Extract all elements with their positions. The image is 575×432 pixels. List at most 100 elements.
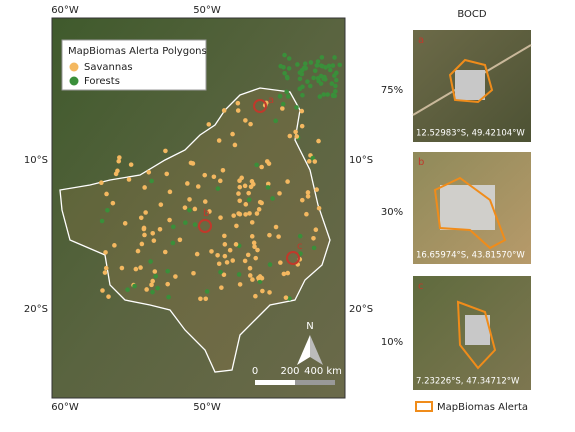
polygon-dots bbox=[99, 52, 343, 302]
polygon-dot bbox=[117, 155, 122, 160]
polygon-dot bbox=[192, 222, 198, 227]
polygon-dot bbox=[233, 242, 239, 247]
polygon-dot bbox=[195, 184, 201, 189]
polygon-dot bbox=[246, 190, 251, 196]
polygon-dot bbox=[236, 211, 241, 216]
polygon-dot bbox=[215, 253, 220, 258]
polygon-dot bbox=[211, 174, 217, 180]
polygon-dot bbox=[254, 162, 259, 168]
inset-letter: b bbox=[418, 157, 424, 168]
polygon-dot bbox=[110, 200, 116, 206]
polygon-dot bbox=[237, 198, 243, 204]
polygon-dot bbox=[165, 281, 170, 287]
polygon-dot bbox=[106, 294, 111, 299]
polygon-dot bbox=[191, 270, 196, 276]
polygon-dot bbox=[253, 293, 258, 299]
polygon-dot bbox=[243, 118, 248, 123]
polygon-dot bbox=[304, 211, 309, 217]
north-arrow-right bbox=[310, 335, 323, 365]
polygon-dot bbox=[202, 199, 208, 204]
inset-b: b 16.65974°S, 43.81570°W 30% bbox=[381, 152, 531, 264]
detected-pixels bbox=[440, 185, 495, 230]
polygon-dot bbox=[278, 63, 283, 69]
polygon-dot bbox=[257, 279, 263, 284]
right-tick: 20°S bbox=[349, 304, 373, 315]
inset-title: BOCD bbox=[457, 9, 487, 20]
polygon-dot bbox=[237, 282, 243, 287]
detected-pixels bbox=[455, 70, 485, 100]
polygon-dot bbox=[312, 68, 318, 74]
polygon-dot bbox=[332, 55, 337, 60]
polygon-dot bbox=[327, 67, 333, 73]
polygon-dot bbox=[198, 296, 203, 302]
polygon-dot bbox=[235, 100, 241, 106]
polygon-dot bbox=[112, 243, 117, 248]
polygon-dot bbox=[315, 59, 321, 64]
polygon-dot bbox=[227, 247, 233, 253]
polygon-dot bbox=[260, 288, 265, 294]
polygon-dot bbox=[264, 159, 270, 164]
inset-coords: 12.52983°S, 49.42104°W bbox=[416, 129, 525, 139]
polygon-dot bbox=[103, 265, 109, 271]
polygon-dot bbox=[133, 266, 139, 272]
polygon-dot bbox=[119, 265, 125, 271]
polygon-dot bbox=[280, 106, 285, 111]
alert-polygon bbox=[456, 300, 497, 370]
polygon-dot bbox=[152, 269, 158, 274]
polygon-dot bbox=[282, 71, 287, 76]
inset-c: c 7.23226°S, 47.34712°W 10% bbox=[381, 276, 531, 390]
polygon-dot bbox=[209, 249, 214, 254]
inset-letter: c bbox=[418, 281, 424, 292]
polygon-dot bbox=[224, 260, 230, 265]
polygon-dot bbox=[333, 89, 338, 94]
polygon-dot bbox=[143, 210, 148, 215]
polygon-dot bbox=[329, 81, 335, 86]
polygon-dot bbox=[316, 138, 321, 144]
scale-segment bbox=[295, 380, 335, 385]
polygon-dot bbox=[218, 215, 223, 220]
polygon-dot bbox=[325, 92, 330, 97]
polygon-dot bbox=[297, 233, 303, 239]
inset-legend-label: MapBiomas Alerta bbox=[437, 402, 528, 413]
polygon-dot bbox=[246, 197, 252, 202]
polygon-dot bbox=[187, 207, 192, 213]
polygon-dot bbox=[256, 275, 261, 281]
polygon-dot bbox=[236, 272, 242, 277]
polygon-dot bbox=[237, 178, 242, 184]
polygon-dot bbox=[138, 215, 144, 221]
inset-a: a 12.52983°S, 49.42104°W 75% bbox=[381, 30, 532, 142]
polygon-dot bbox=[230, 258, 236, 263]
polygon-dot bbox=[166, 294, 171, 300]
polygon-dot bbox=[294, 134, 300, 139]
polygon-dot bbox=[122, 221, 128, 226]
polygon-dot bbox=[311, 245, 317, 251]
polygon-dot bbox=[170, 240, 176, 246]
polygon-dot bbox=[135, 248, 141, 254]
alert-polygon bbox=[448, 58, 494, 104]
legend-box bbox=[61, 39, 207, 91]
polygon-dot bbox=[333, 77, 339, 83]
polygon-dot bbox=[139, 241, 145, 247]
polygon-dot bbox=[144, 287, 149, 292]
polygon-dot bbox=[204, 289, 210, 294]
polygon-dot bbox=[259, 275, 265, 281]
polygon-dot bbox=[306, 159, 312, 164]
polygon-dot bbox=[235, 108, 241, 113]
polygon-dot bbox=[232, 142, 238, 148]
polygon-dot bbox=[202, 172, 208, 178]
site-label: b bbox=[203, 208, 209, 219]
map-legend: MapBiomas Alerta Polygons Savannas Fores… bbox=[61, 39, 207, 91]
polygon-dot bbox=[222, 253, 228, 259]
polygon-dot bbox=[307, 83, 313, 89]
polygon-dot bbox=[222, 233, 227, 239]
polygon-dot bbox=[297, 76, 303, 82]
bottom-tick: 60°W bbox=[51, 402, 79, 413]
polygon-dot bbox=[150, 278, 155, 284]
site-marker bbox=[253, 99, 267, 113]
detected-pixels bbox=[465, 315, 490, 345]
legend-item: Savannas bbox=[84, 62, 133, 73]
polygon-dot bbox=[113, 171, 119, 177]
scale-label: 400 km bbox=[304, 366, 342, 377]
polygon-dot bbox=[230, 131, 235, 137]
polygon-dot bbox=[234, 223, 239, 229]
